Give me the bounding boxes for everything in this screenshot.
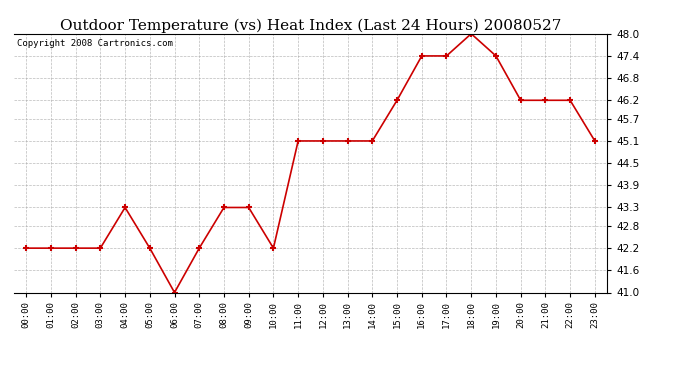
Title: Outdoor Temperature (vs) Heat Index (Last 24 Hours) 20080527: Outdoor Temperature (vs) Heat Index (Las… (60, 18, 561, 33)
Text: Copyright 2008 Cartronics.com: Copyright 2008 Cartronics.com (17, 39, 172, 48)
